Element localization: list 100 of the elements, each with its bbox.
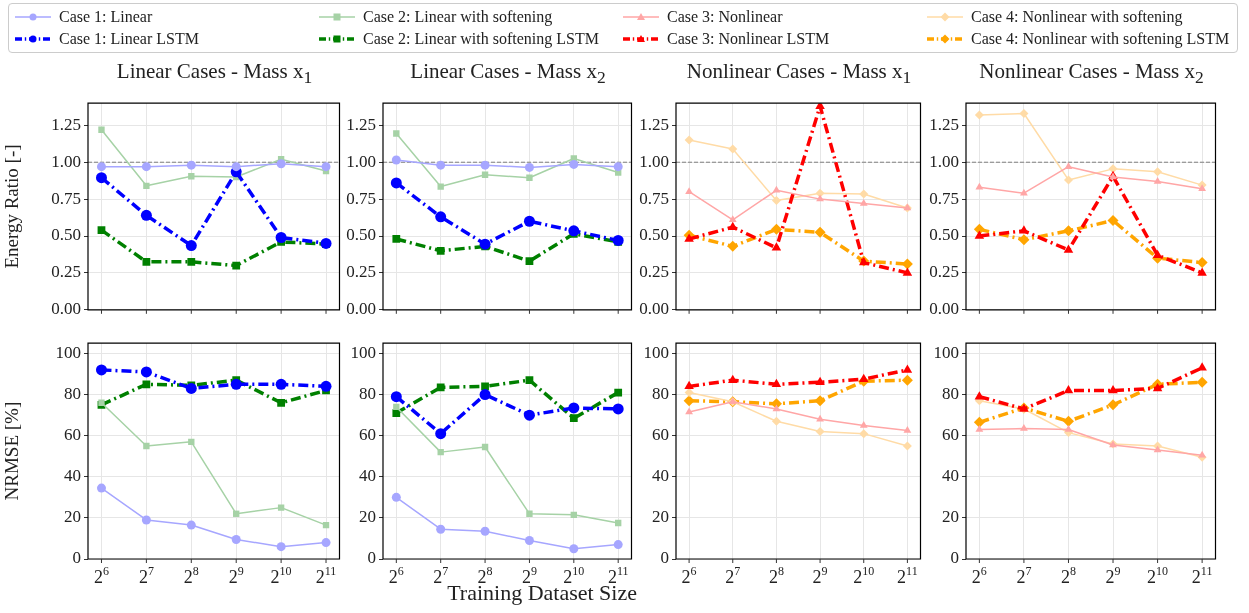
y-tick-label: 0.25 (346, 262, 376, 282)
point (1107, 399, 1119, 411)
y-tick-label: 1.25 (346, 114, 376, 134)
y-tick-label: 0 (660, 548, 669, 568)
point (973, 416, 985, 428)
point (95, 364, 107, 376)
point (140, 209, 152, 221)
point (814, 226, 826, 238)
point (481, 171, 489, 178)
point (771, 242, 782, 251)
y-tick-label: 0.00 (639, 299, 669, 319)
y-tick-label: 80 (64, 384, 81, 404)
y-tick-label: 1.00 (929, 151, 959, 171)
point (975, 182, 984, 190)
point (728, 374, 738, 383)
point (390, 177, 402, 189)
point (683, 395, 695, 407)
point (142, 380, 151, 389)
point (479, 389, 491, 401)
point (97, 226, 106, 234)
point (684, 233, 694, 242)
y-tick-label: 0.25 (929, 262, 959, 282)
legend-label: Case 2: Linear with softening LSTM (363, 30, 599, 48)
point (480, 526, 490, 536)
point (98, 126, 105, 133)
point (1108, 384, 1118, 394)
y-tick-label: 0.50 (929, 225, 959, 245)
point (186, 520, 196, 530)
chart-title: Linear Cases - Mass x$_{1}$ (115, 59, 314, 89)
point (1064, 425, 1073, 432)
point (974, 391, 985, 400)
point (568, 225, 580, 237)
point (1152, 382, 1163, 392)
point (1062, 225, 1074, 237)
point (772, 185, 781, 193)
y-tick-label: 0.75 (51, 188, 81, 208)
legend-label: Case 4: Nonlinear with softening LSTM (971, 30, 1230, 48)
point (479, 238, 491, 250)
point (141, 162, 151, 172)
point (141, 515, 151, 525)
point (903, 426, 912, 433)
point (615, 519, 622, 527)
point (614, 388, 623, 397)
y-tick-label: 1.25 (639, 114, 669, 134)
point (859, 199, 868, 206)
point (684, 135, 694, 145)
y-tick-label: 0.25 (51, 262, 81, 282)
point (1064, 162, 1073, 169)
y-tick-label: 1.00 (51, 151, 81, 171)
point (435, 428, 447, 440)
y-tick-label: 80 (359, 384, 376, 404)
point (523, 215, 535, 227)
point (771, 196, 781, 206)
point (480, 160, 490, 170)
point (975, 425, 984, 432)
point (481, 382, 489, 391)
y-tick-label: 100 (933, 342, 959, 362)
point (568, 402, 580, 414)
point (436, 383, 445, 392)
point (435, 211, 447, 223)
point (526, 510, 533, 517)
point (728, 144, 738, 154)
y-tick-label: 0.50 (639, 225, 669, 245)
point (524, 536, 534, 545)
y-tick-label: 60 (942, 425, 959, 445)
point (526, 174, 533, 181)
point (728, 221, 738, 230)
point (232, 261, 241, 270)
point (436, 246, 445, 255)
point (815, 376, 825, 385)
y-tick-label: 60 (359, 425, 376, 445)
y-tick-label: 40 (942, 466, 959, 486)
point (613, 162, 623, 172)
point (185, 240, 197, 252)
point (525, 376, 534, 385)
y-tick-label: 0 (950, 548, 959, 568)
point (859, 429, 869, 439)
point (436, 160, 446, 170)
point (902, 267, 913, 276)
point (858, 373, 869, 382)
point (391, 155, 401, 165)
y-tick-label: 0 (72, 548, 81, 568)
point (231, 162, 241, 172)
y-tick-label: 0.00 (346, 299, 376, 319)
point (1196, 376, 1208, 388)
point (814, 395, 826, 407)
y-axis-title: NRMSE [%] (1, 401, 23, 501)
y-tick-label: 0.75 (346, 188, 376, 208)
point (1153, 176, 1162, 184)
legend-label: Case 1: Linear (59, 8, 153, 26)
point (390, 391, 402, 403)
y-tick-label: 0.00 (929, 299, 959, 319)
point (1153, 445, 1162, 453)
point (524, 162, 534, 172)
point (1063, 384, 1074, 394)
point (140, 366, 152, 378)
point (569, 414, 578, 423)
y-tick-label: 100 (55, 342, 81, 362)
y-tick-label: 100 (350, 342, 376, 362)
point (186, 160, 196, 170)
